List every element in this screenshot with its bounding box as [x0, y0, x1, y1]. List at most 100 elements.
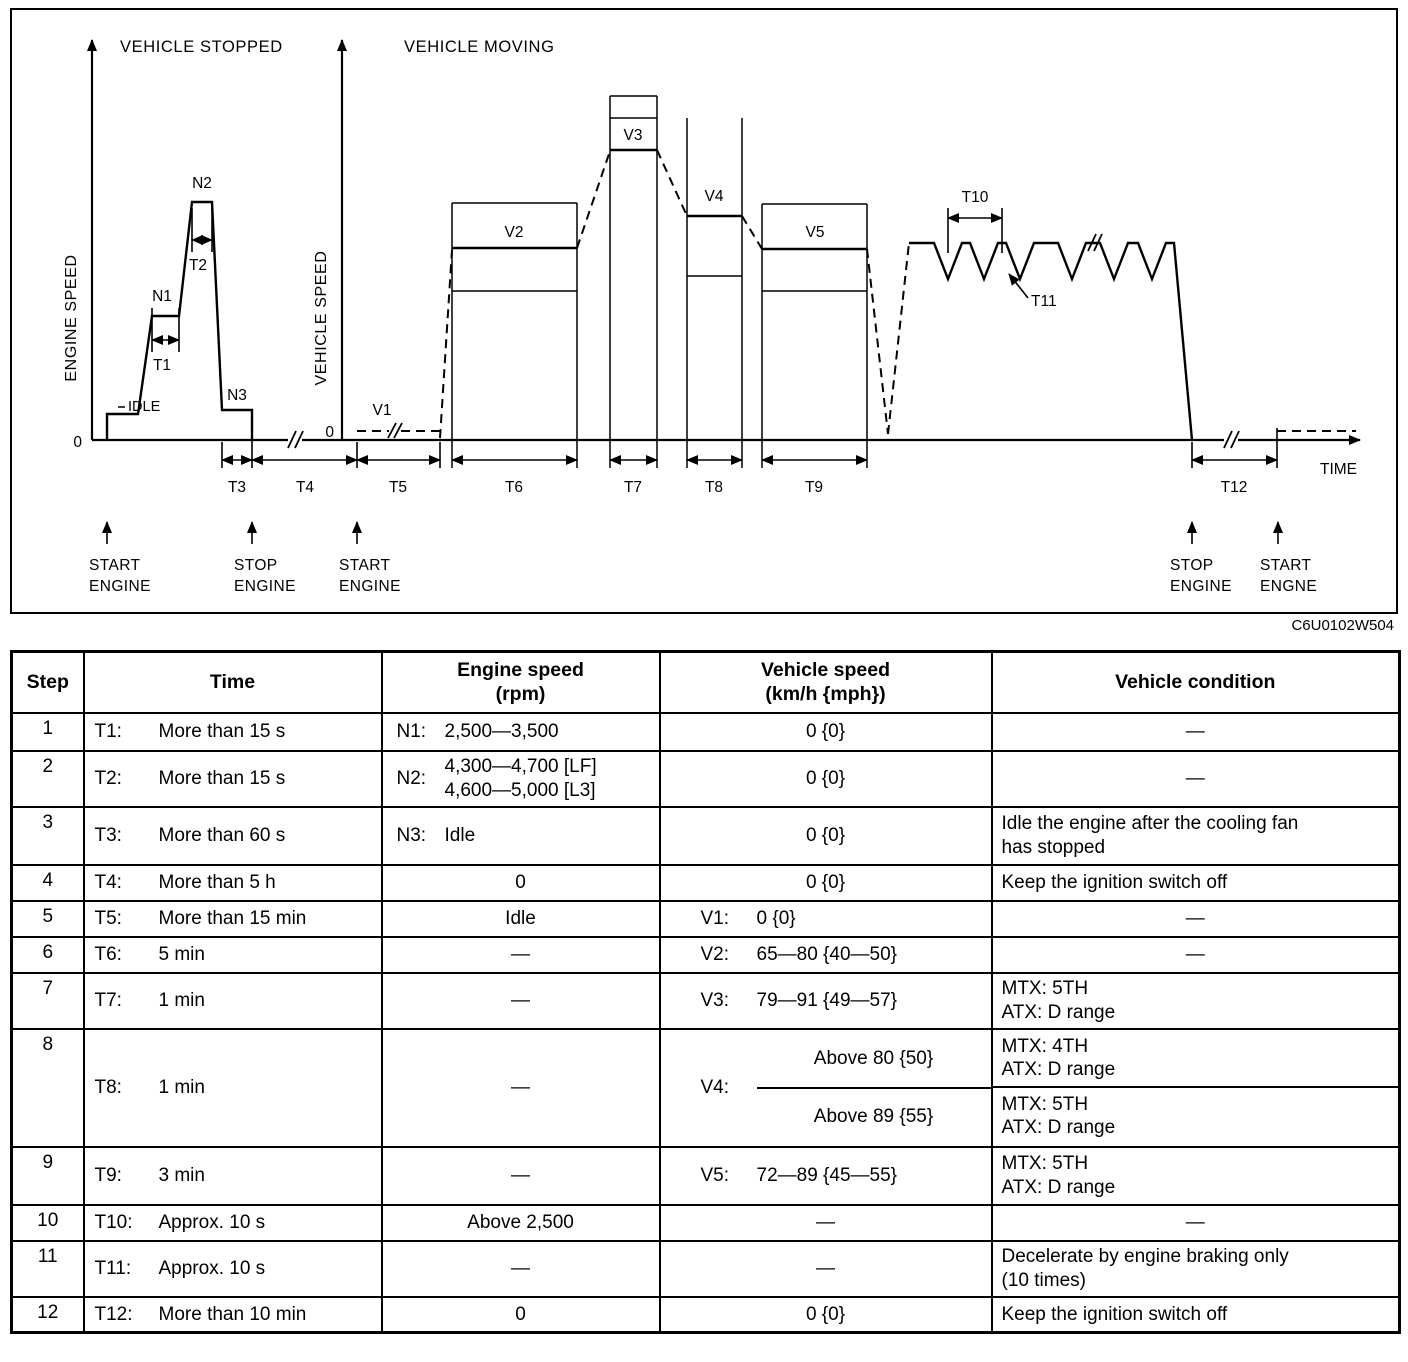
condition-sub-top: MTX: 4TH ATX: D range	[993, 1031, 1398, 1088]
time-cell: T10: Approx. 10 s	[82, 1203, 383, 1242]
speed-label: V3:	[700, 989, 730, 1011]
t1-label: T1	[153, 357, 171, 374]
figure-code: C6U0102W504	[1291, 617, 1394, 634]
vehicle-speed-cell: 0 {0}	[658, 711, 993, 752]
condition-sub-bottom: MTX: 5TH ATX: D range	[994, 1088, 1398, 1145]
time-label: T7:	[94, 989, 122, 1011]
drive-cycle-svg: VEHICLE STOPPED VEHICLE MOVING ENGINE SP…	[63, 38, 1361, 595]
table-row: 5 T5: More than 15 min Idle V1: 0 {0} —	[10, 899, 1401, 938]
time-value: More than 60 s	[158, 824, 286, 846]
vehicle-speed-cell: V2: 65—80 {40—50}	[658, 935, 993, 974]
speed-value-bottom: Above 89 {55}	[813, 1105, 934, 1127]
engine-speed-cell: N3: Idle	[380, 805, 661, 866]
v2-band: V2	[451, 202, 578, 468]
t3-label: T3	[228, 479, 246, 496]
header-line: (km/h {mph})	[765, 683, 886, 706]
engine-speed-axis-label: ENGINE SPEED	[63, 254, 80, 381]
t9-span: T9	[761, 455, 868, 496]
time-value: 1 min	[158, 989, 205, 1011]
engine-value: Idle	[444, 824, 476, 846]
sawtooth-segment	[909, 233, 1194, 441]
time-value: More than 15 s	[158, 720, 286, 742]
engine-speed-cell: —	[380, 935, 661, 974]
speed-label: V2:	[700, 943, 730, 965]
time-value: More than 15 s	[158, 767, 286, 789]
vehicle-condition-cell: Decelerate by engine braking only (10 ti…	[990, 1239, 1401, 1298]
time-value: Approx. 10 s	[158, 1211, 266, 1233]
event-stop-engine-2: STOP ENGINE	[1170, 521, 1232, 595]
engine-speed-cell: N2: 4,300—4,700 [LF] 4,600—5,000 [L3]	[380, 749, 661, 808]
condition-line: Decelerate by engine braking only	[1001, 1246, 1289, 1267]
zero-left-label: 0	[73, 434, 82, 451]
t10-span: T10	[947, 189, 1003, 253]
engine-value: 2,500—3,500	[444, 720, 559, 742]
time-label: T3:	[94, 824, 122, 846]
vehicle-speed-cell: —	[658, 1239, 993, 1298]
vehicle-speed-cell: 0 {0}	[658, 863, 993, 902]
vehicle-speed-cell: V4: Above 80 {50} Above 89 {55}	[658, 1027, 993, 1148]
vehicle-speed-axis-label: VEHICLE SPEED	[313, 251, 330, 386]
table-row: 7 T7: 1 min — V3: 79—91 {49—57} MTX: 5TH A…	[10, 971, 1401, 1030]
v1-segment: V1	[357, 402, 440, 439]
step-cell: 7	[10, 971, 85, 1030]
t11-label: T11	[1031, 293, 1057, 310]
time-label: T8:	[94, 1076, 122, 1098]
vehicle-speed-cell: V3: 79—91 {49—57}	[658, 971, 993, 1030]
vehicle-condition-cell: MTX: 5TH ATX: D range	[990, 971, 1401, 1030]
step-cell: 6	[10, 935, 85, 974]
col-header-engine-speed: Engine speed (rpm)	[380, 650, 661, 714]
t2-label: T2	[189, 257, 207, 274]
time-label: T12:	[94, 1303, 133, 1325]
ramp-up-sawtooth	[887, 242, 910, 435]
time-label: T6:	[94, 943, 122, 965]
condition-line: MTX: 5TH	[1001, 978, 1089, 999]
table-row: 6 T6: 5 min — V2: 65—80 {40—50} —	[10, 935, 1401, 974]
t7-span: T7	[609, 455, 658, 496]
vehicle-condition-cell: —	[990, 935, 1401, 974]
step-cell: 3	[10, 805, 85, 866]
event-label: ENGINE	[1170, 578, 1232, 595]
idle-label: IDLE	[128, 399, 161, 415]
t5-label: T5	[389, 479, 407, 496]
time-value: 5 min	[158, 943, 205, 965]
time-label: T10:	[94, 1211, 133, 1233]
event-stop-engine-1: STOP ENGINE	[234, 521, 295, 595]
t1-span: T1	[151, 308, 180, 374]
time-cell: T12: More than 10 min	[82, 1295, 383, 1334]
condition-line: MTX: 5TH	[1001, 1093, 1089, 1115]
time-label: T5:	[94, 907, 122, 929]
time-label: T9:	[94, 1164, 122, 1186]
table-row: 11 T11: Approx. 10 s — — Decelerate by en…	[10, 1239, 1401, 1298]
speed-value-top: Above 80 {50}	[756, 1031, 990, 1089]
t12-span: T12	[1191, 428, 1278, 496]
engine-speed-cell: —	[380, 971, 661, 1030]
table-row: 4 T4: More than 5 h 0 0 {0} Keep the igni…	[10, 863, 1401, 902]
t8-span: T8	[686, 455, 743, 496]
step-cell: 5	[10, 899, 85, 938]
axis-break-t4	[287, 430, 304, 449]
v5-label: V5	[806, 224, 825, 241]
time-cell: T5: More than 15 min	[82, 899, 383, 938]
event-label: START	[339, 557, 391, 574]
axes	[87, 39, 1361, 449]
speed-label: V5:	[700, 1164, 730, 1186]
engine-label: N2:	[396, 767, 427, 789]
v4-band: V4	[686, 118, 743, 468]
ramp-v3-v4	[656, 149, 688, 217]
time-value: More than 5 h	[158, 871, 276, 893]
time-label: T2:	[94, 767, 122, 789]
header-line: Engine speed	[457, 659, 584, 681]
vehicle-condition-cell: MTX: 4TH ATX: D range MTX: 5TH ATX: D ra…	[990, 1027, 1401, 1148]
time-cell: T11: Approx. 10 s	[82, 1239, 383, 1298]
time-cell: T1: More than 15 s	[82, 711, 383, 752]
vehicle-condition-cell: Keep the ignition switch off	[990, 1295, 1401, 1334]
vehicle-condition-cell: —	[990, 749, 1401, 808]
drive-cycle-diagram: VEHICLE STOPPED VEHICLE MOVING ENGINE SP…	[10, 8, 1398, 614]
col-header-vehicle-condition: Vehicle condition	[990, 650, 1401, 714]
vehicle-moving-title: VEHICLE MOVING	[404, 38, 555, 56]
event-start-engine-1: START ENGINE	[89, 521, 150, 595]
engine-speed-curve: IDLE N1 N2 N3	[105, 175, 254, 440]
time-value: More than 10 min	[158, 1303, 307, 1325]
condition-line: ATX: D range	[1001, 1059, 1116, 1081]
engine-value: 4,600—5,000 [L3]	[444, 779, 596, 801]
